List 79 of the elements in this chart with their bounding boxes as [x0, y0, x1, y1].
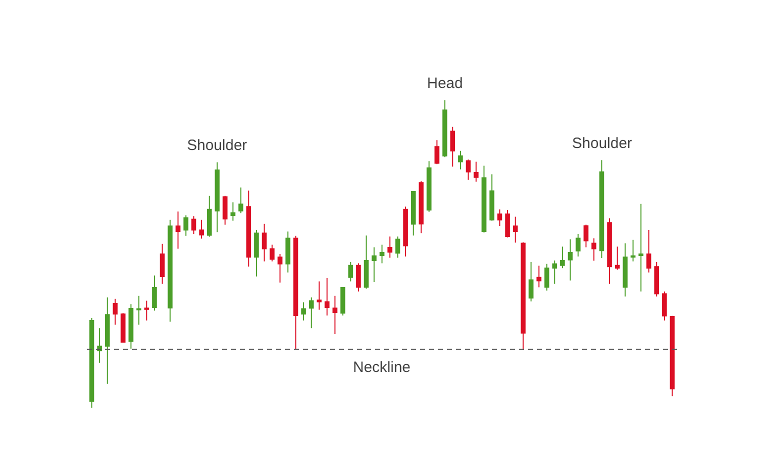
candlestick — [168, 219, 173, 322]
candlestick — [520, 242, 526, 350]
candlestick — [152, 275, 157, 312]
candlestick — [278, 254, 282, 284]
candlestick — [316, 280, 322, 310]
candlestick — [136, 295, 142, 326]
candlestick — [89, 318, 94, 408]
candlestick — [176, 211, 180, 250]
candlestick — [206, 195, 212, 238]
candlestick — [654, 262, 660, 297]
candlestick — [544, 263, 550, 292]
candlestick — [340, 287, 346, 316]
candlestick — [638, 203, 644, 292]
candlestick — [199, 219, 204, 240]
candlestick — [380, 244, 384, 264]
candlestick — [560, 246, 565, 269]
candlestick — [372, 246, 377, 282]
candlestick — [387, 236, 392, 258]
candlestick — [450, 126, 456, 168]
candlestick — [466, 159, 471, 180]
candlestick — [270, 244, 275, 262]
candlestick — [160, 243, 165, 284]
candlestick — [474, 161, 479, 182]
candlestick — [128, 304, 134, 350]
candlestick — [552, 260, 558, 284]
candlestick — [591, 238, 596, 262]
candlestick — [120, 312, 126, 344]
candlestick — [246, 190, 252, 268]
candlestick — [536, 265, 542, 288]
candlestick — [528, 262, 534, 302]
ref-line-label: Neckline — [353, 359, 411, 376]
candlestick — [262, 223, 267, 262]
candlestick — [489, 174, 494, 222]
candlestick — [670, 315, 675, 397]
candlestick — [97, 328, 102, 364]
candlestick — [214, 162, 220, 233]
candlestick — [348, 262, 354, 282]
candlestick — [442, 100, 448, 158]
candlestick — [568, 238, 573, 281]
candlestick — [512, 216, 518, 244]
candlestick — [222, 195, 228, 226]
candlestick — [576, 234, 581, 257]
candlestick — [646, 230, 652, 273]
candlestick — [607, 218, 612, 284]
candlestick — [599, 160, 604, 258]
candlestick — [230, 202, 236, 222]
candlestick — [403, 206, 408, 257]
candlestick — [183, 214, 188, 236]
candlestick — [301, 302, 306, 321]
candlestick — [144, 300, 150, 321]
candlestick — [112, 298, 118, 326]
candlestick — [238, 187, 244, 214]
candlestick — [254, 230, 259, 277]
candlestick — [458, 150, 463, 170]
candlestick — [285, 231, 290, 273]
candlestick — [364, 235, 369, 290]
candlestick — [410, 191, 416, 236]
candlestick — [356, 262, 361, 292]
candlestick — [614, 246, 620, 270]
candlestick — [324, 278, 330, 316]
candlestick — [482, 165, 486, 233]
candlestick — [191, 216, 196, 234]
candlestick — [622, 242, 628, 297]
candlestick — [662, 291, 667, 321]
candlestick — [630, 239, 636, 262]
candlestick — [308, 296, 314, 329]
candlestick — [293, 235, 298, 350]
candlestick — [332, 295, 338, 334]
annotation: Head — [427, 75, 463, 92]
candlestick — [104, 296, 110, 384]
candlestick — [395, 236, 400, 258]
candlestick — [418, 180, 424, 234]
candlestick — [426, 160, 432, 212]
annotation: Shoulder — [187, 137, 248, 154]
candlestick — [434, 140, 440, 165]
candlestick — [497, 208, 502, 226]
candlestick — [584, 224, 588, 248]
candlestick — [505, 210, 510, 238]
annotation: Shoulder — [572, 135, 632, 152]
